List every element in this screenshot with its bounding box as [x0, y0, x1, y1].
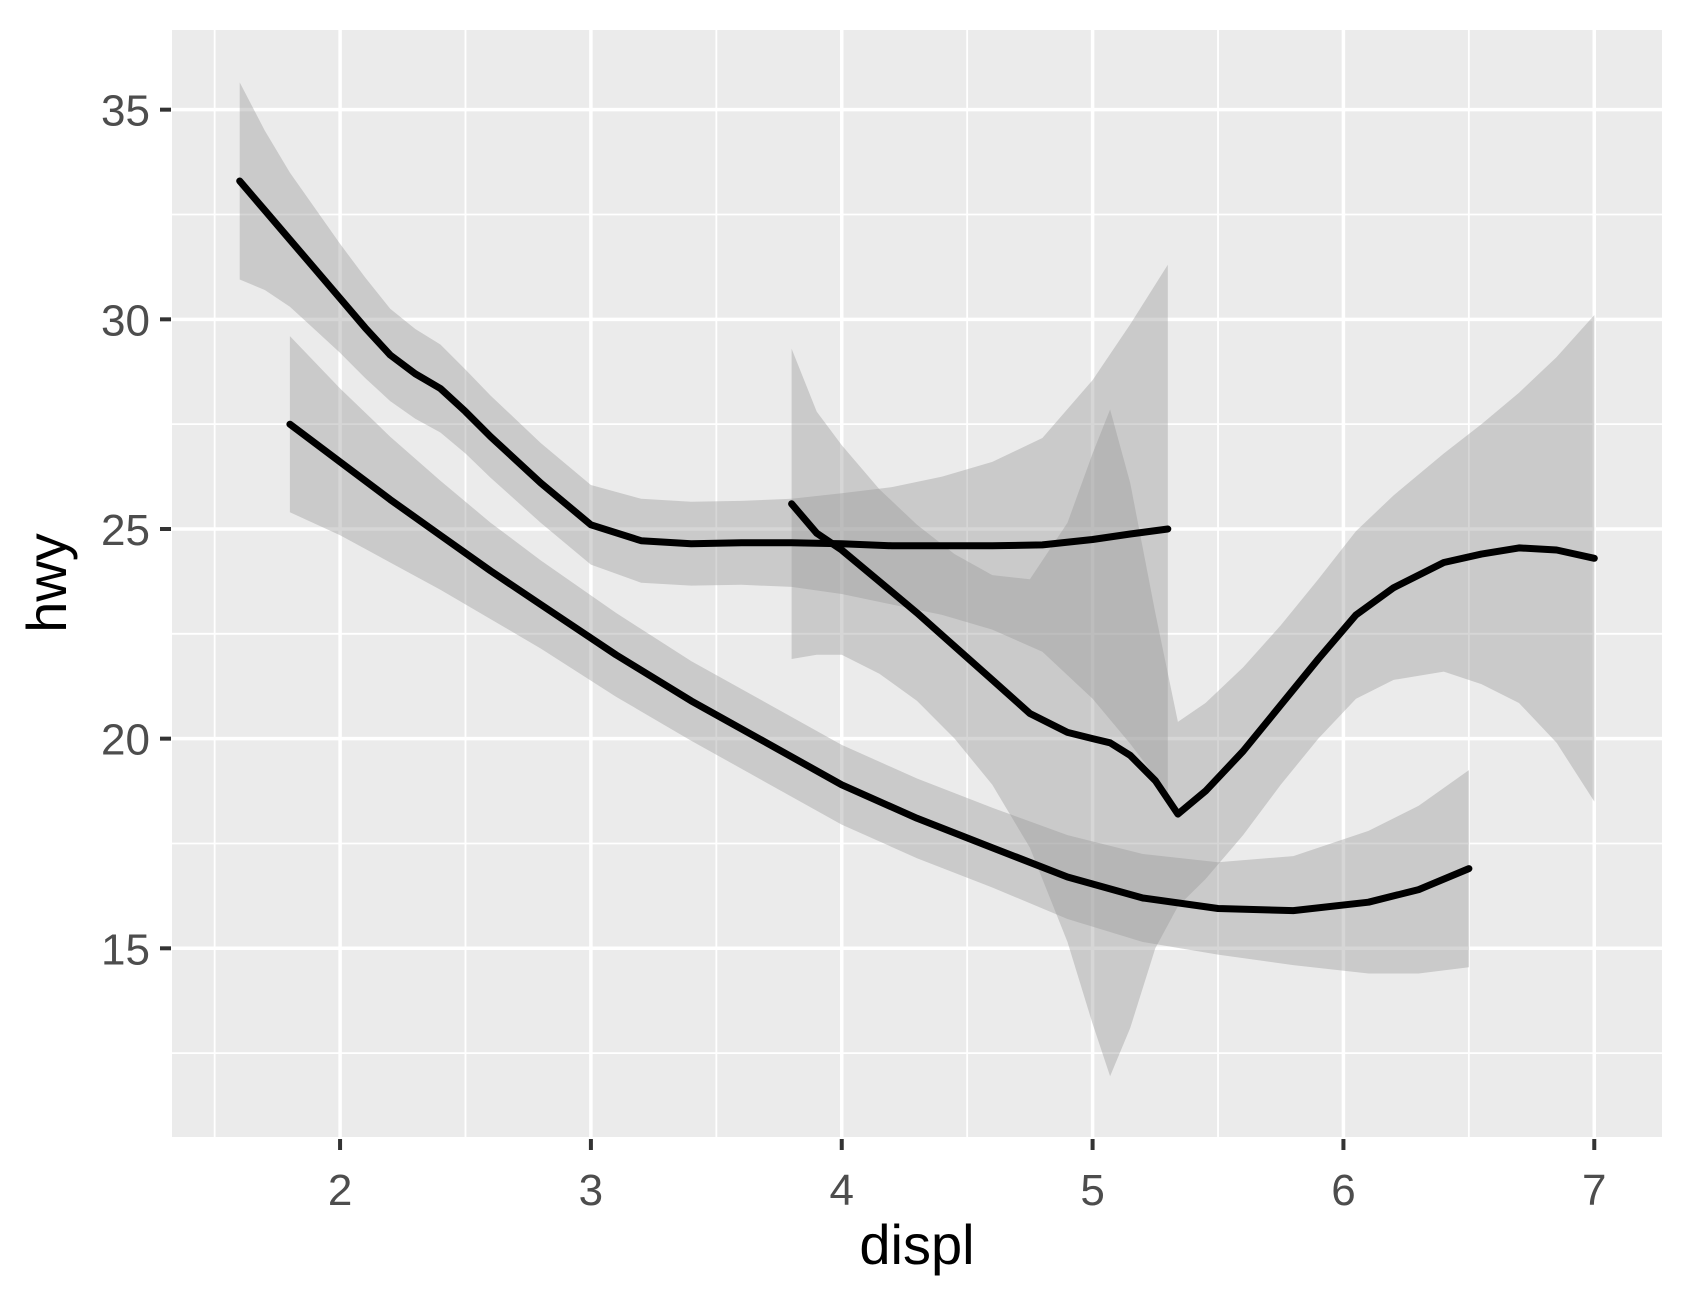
axis-tick-marks-layer [160, 107, 1597, 1150]
confidence-ribbons-layer [239, 82, 1595, 1077]
x-tick-label: 5 [1080, 1166, 1104, 1215]
minor-gridlines-layer [172, 30, 1662, 1137]
x-tick-label: 6 [1331, 1166, 1355, 1215]
x-tick-label: 3 [579, 1166, 603, 1215]
confidence-ribbon-smooth-v-shaped [791, 315, 1595, 1077]
x-axis-title: displ [859, 1213, 974, 1276]
y-tick-label: 30 [101, 296, 150, 345]
y-tick-label: 25 [101, 506, 150, 555]
x-tick-label: 4 [830, 1166, 854, 1215]
y-axis-title: hwy [15, 533, 78, 633]
x-tick-label: 2 [328, 1166, 352, 1215]
y-tick-label: 20 [101, 716, 150, 765]
y-tick-label: 35 [101, 87, 150, 136]
y-tick-label: 15 [101, 925, 150, 974]
major-gridlines-layer [172, 30, 1662, 1137]
smooth-line-smooth-upper [236, 177, 1172, 550]
smooth-lines-layer [236, 177, 1598, 915]
confidence-ribbon-smooth-lower [289, 336, 1469, 974]
axis-tick-labels-layer: 2 3 4 5 6 7 15 20 25 30 35 [101, 87, 1606, 1215]
x-tick-label: 7 [1582, 1166, 1606, 1215]
smooth-line-smooth-lower [286, 420, 1473, 915]
smooth-line-smooth-v-shaped [788, 500, 1598, 818]
